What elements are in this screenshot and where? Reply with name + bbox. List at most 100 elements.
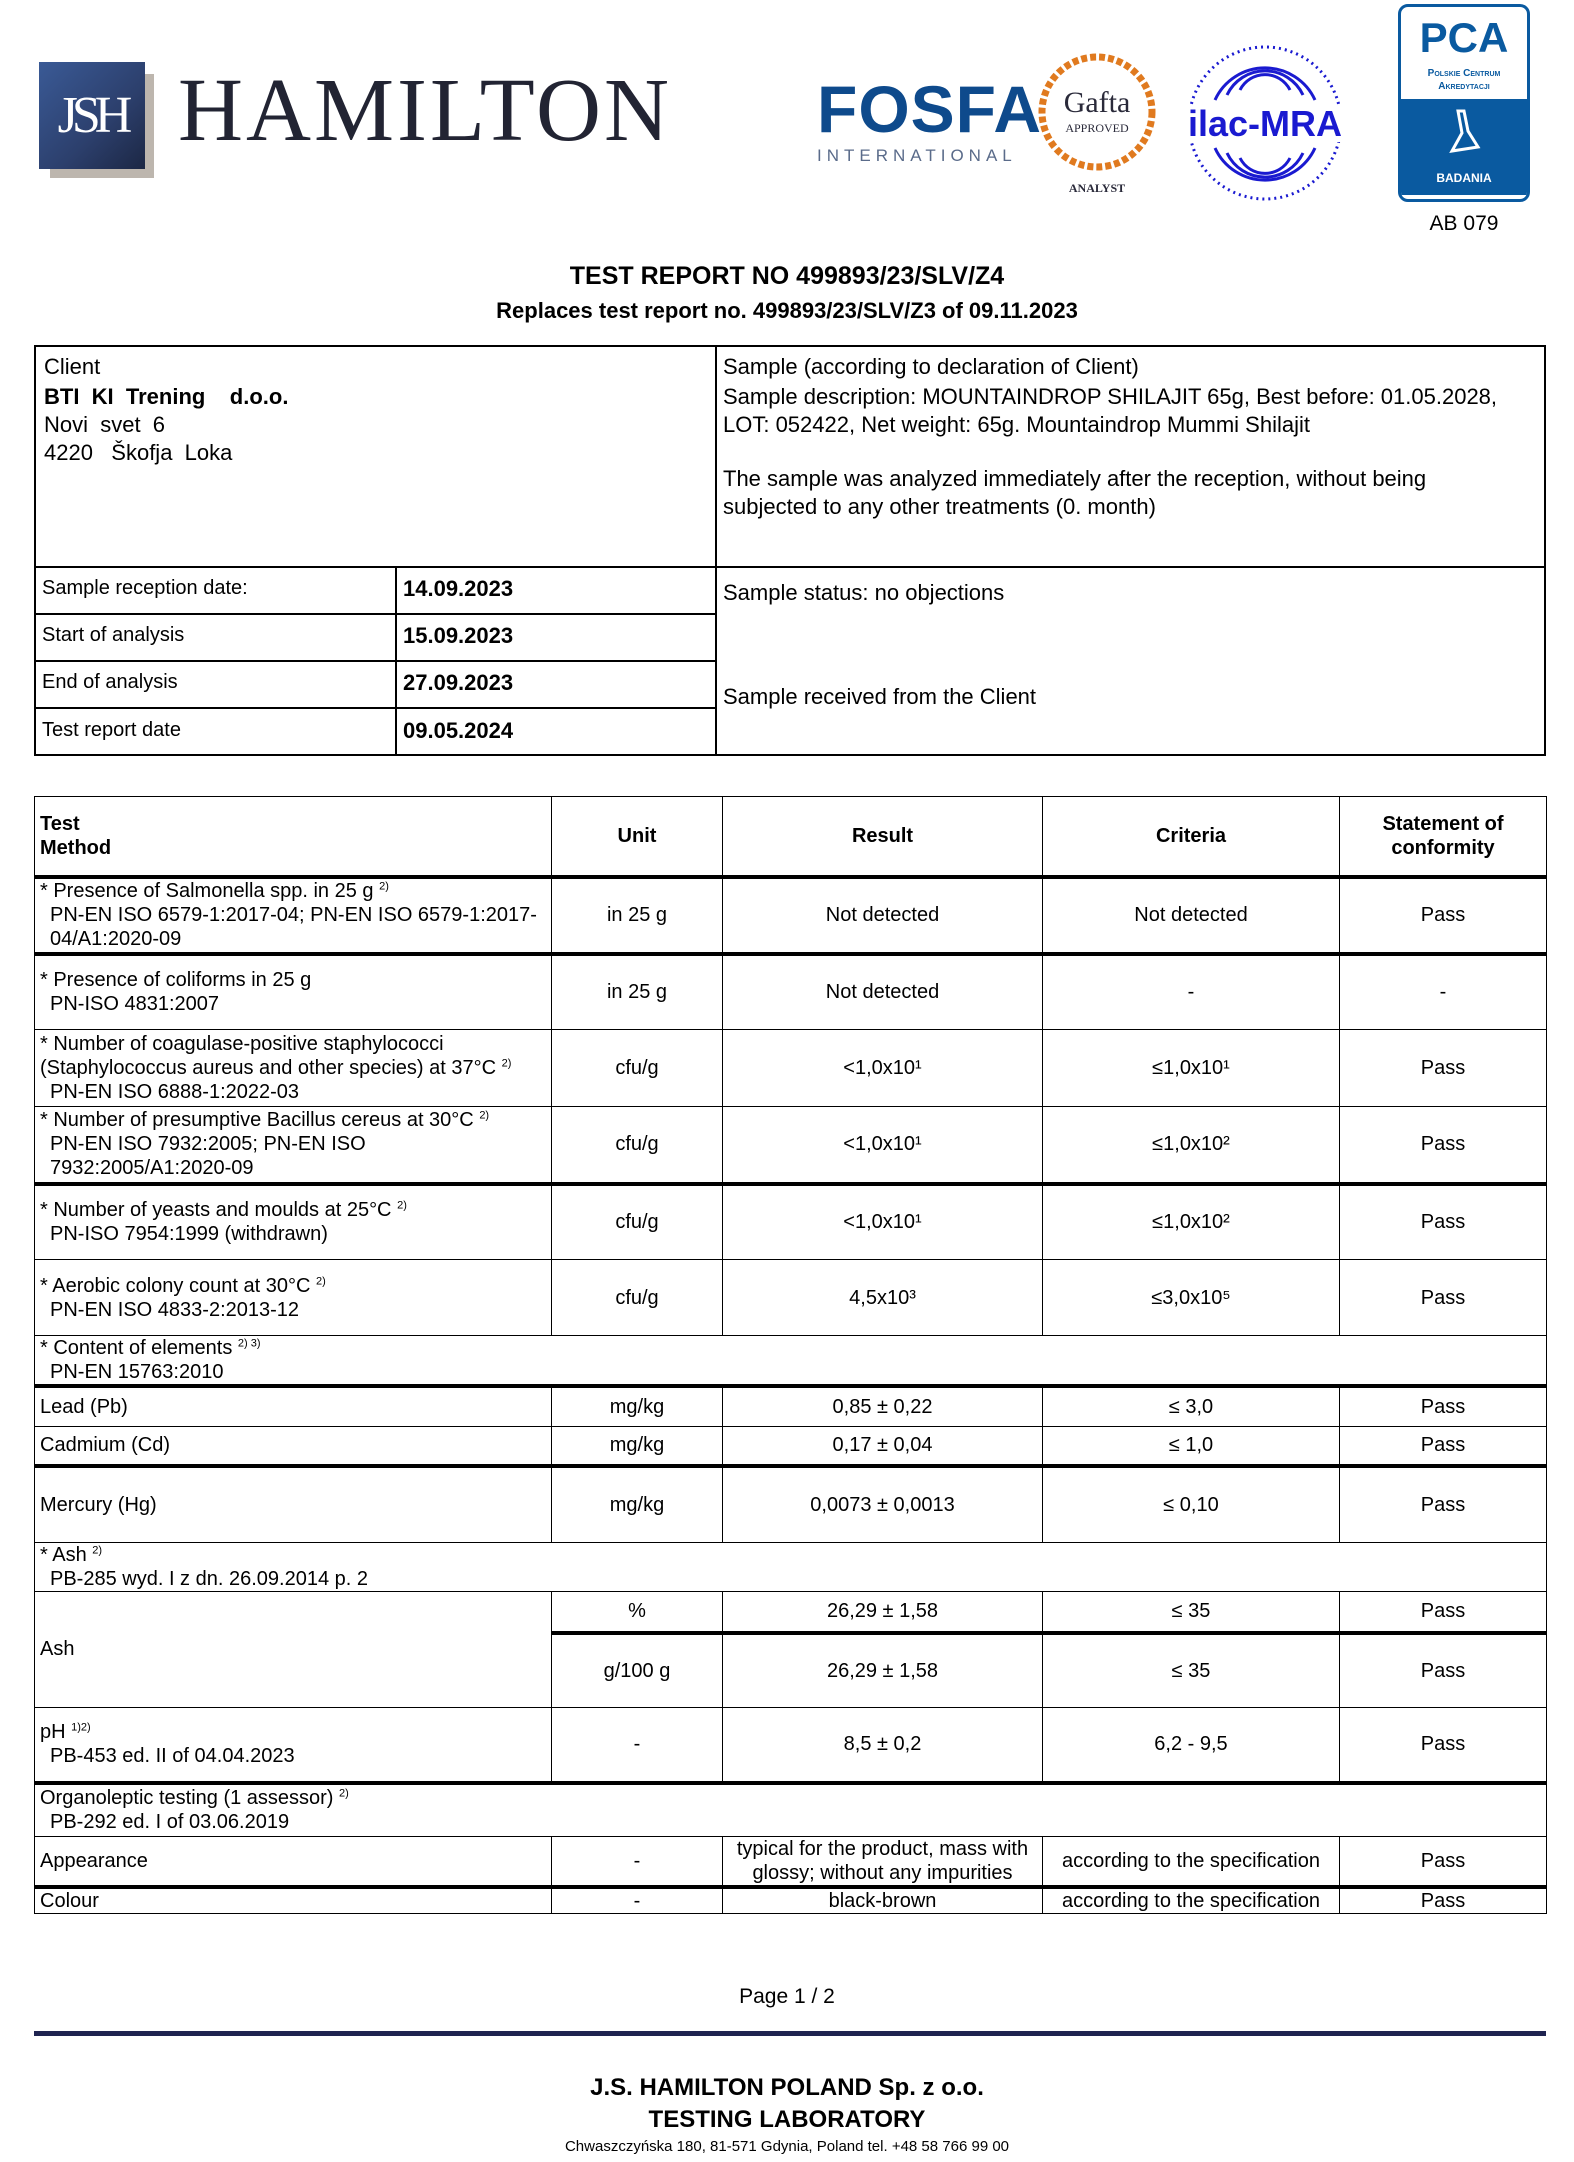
pca-label: BADANIA xyxy=(1436,171,1492,185)
header-result: Result xyxy=(722,796,1043,879)
unit-cell: mg/kg xyxy=(551,1425,723,1468)
test-method-cell: * Aerobic colony count at 30°C 2) PN-EN I… xyxy=(34,1259,552,1336)
table-row: g/100 g 26,29 ± 1,58 ≤ 35 Pass xyxy=(35,1632,1547,1708)
footnote-ref: 2) xyxy=(339,1787,349,1800)
table-row: Colour - black-brown according to the speci… xyxy=(34,1886,1547,1914)
conformity-cell: Pass xyxy=(1339,1029,1547,1107)
date-label: Sample reception date: xyxy=(42,577,248,599)
test-name: Mercury (Hg) xyxy=(34,1465,552,1543)
table-row: Lead (Pb) mg/kg 0,85 ± 0,22 ≤ 3,0 Pass xyxy=(34,1385,1547,1427)
footer-company: J.S. HAMILTON POLAND Sp. z o.o. xyxy=(590,2074,984,2101)
sample-heading: Sample (according to declaration of Clie… xyxy=(723,354,1139,379)
criteria-cell: ≤ 3,0 xyxy=(1042,1385,1340,1427)
test-method-cell: * Number of coagulase-positive staphyloc… xyxy=(34,1029,552,1107)
test-method-cell: * Number of presumptive Bacillus cereus … xyxy=(34,1106,552,1186)
test-method-cell: * Content of elements 2) 3) PN-EN 15763:2… xyxy=(34,1335,1547,1388)
client-street: Novi svet 6 xyxy=(44,412,166,437)
company-name: HAMILTON xyxy=(178,61,673,160)
gafta-sub: APPROVED xyxy=(1065,121,1129,135)
header-conformity: Statement of conformity xyxy=(1339,796,1547,879)
client-sample-box: Client BTI KI Trening d.o.o. Novi svet 6… xyxy=(34,345,1546,756)
conformity-cell: Pass xyxy=(1339,1183,1547,1260)
sample-description: Sample description: MOUNTAINDROP SHILAJI… xyxy=(723,384,1498,437)
test-name: * Number of yeasts and moulds at 25°C xyxy=(40,1199,392,1222)
client-city: 4220 Škofja Loka xyxy=(44,440,233,465)
footer-rule xyxy=(34,2031,1546,2036)
flask-icon xyxy=(1449,109,1481,153)
divider xyxy=(395,566,397,756)
unit-cell: cfu/g xyxy=(551,1259,723,1336)
criteria-cell: ≤ 35 xyxy=(1042,1590,1340,1635)
fosfa-sub: INTERNATIONAL xyxy=(817,146,1017,165)
footnote-ref: 2) 3) xyxy=(237,1337,261,1350)
result-cell: 0,85 ± 0,22 xyxy=(722,1385,1043,1427)
client-heading: Client xyxy=(44,354,101,379)
date-value: 09.05.2024 xyxy=(403,718,514,743)
unit-cell: cfu/g xyxy=(551,1029,723,1107)
unit-cell: g/100 g xyxy=(551,1632,723,1708)
conformity-cell: Pass xyxy=(1339,1886,1547,1914)
footnote-ref: 2) xyxy=(379,880,389,893)
test-method: PN-EN ISO 4833-2:2013-12 xyxy=(50,1298,300,1321)
pca-logo: PCA Polskie Centrum Akredytacji BADANIA xyxy=(1398,4,1530,202)
date-label: Start of analysis xyxy=(42,624,185,646)
result-cell: 8,5 ± 0,2 xyxy=(722,1706,1043,1785)
report-replaces: Replaces test report no. 499893/23/SLV/Z… xyxy=(496,298,1078,323)
date-label: End of analysis xyxy=(42,671,178,693)
footnote-ref: 2) xyxy=(92,1543,103,1556)
criteria-cell: according to the specification xyxy=(1042,1835,1340,1889)
test-name: Appearance xyxy=(34,1835,552,1889)
result-cell: Not detected xyxy=(722,876,1043,956)
criteria-cell: according to the specification xyxy=(1042,1886,1340,1914)
header-test-method: Test Method xyxy=(34,796,552,879)
divider xyxy=(36,613,716,615)
test-name: Cadmium (Cd) xyxy=(34,1425,552,1468)
date-value: 27.09.2023 xyxy=(403,670,514,695)
test-name: * Content of elements xyxy=(40,1337,233,1359)
table-row: * Aerobic colony count at 30°C 2) PN-EN I… xyxy=(34,1259,1547,1336)
result-cell: <1,0x10¹ xyxy=(722,1029,1043,1107)
fosfa-name: FOSFA xyxy=(817,72,1043,146)
jsh-logo: JSH xyxy=(39,62,145,169)
conformity-cell: Pass xyxy=(1339,1385,1547,1427)
table-header-row: Test Method Unit Result Criteria Statemen… xyxy=(34,796,1547,879)
test-method-cell: * Presence of Salmonella spp. in 25 g 2)… xyxy=(34,876,552,956)
results-table: Test Method Unit Result Criteria Statemen… xyxy=(34,796,1547,1914)
test-method: PB-292 ed. I of 03.06.2019 xyxy=(50,1811,290,1834)
test-method-cell: * Ash 2) PB-285 wyd. I z dn. 26.09.2014 p… xyxy=(34,1541,1547,1592)
footnote-ref: 2) xyxy=(501,1057,512,1070)
criteria-cell: ≤ 1,0 xyxy=(1042,1425,1340,1468)
test-method-cell: * Number of yeasts and moulds at 25°C 2)… xyxy=(34,1183,552,1260)
result-cell: 0,0073 ± 0,0013 xyxy=(722,1465,1043,1543)
result-cell: Not detected xyxy=(722,953,1043,1030)
pca-badge: BADANIA xyxy=(1401,99,1527,195)
page-number: Page 1 / 2 xyxy=(739,1985,835,2008)
test-method: PB-453 ed. II of 04.04.2023 xyxy=(50,1745,295,1768)
test-method-cell: Organoleptic testing (1 assessor) 2) PB-2… xyxy=(34,1782,1547,1837)
divider xyxy=(36,566,1544,568)
divider xyxy=(715,347,717,754)
result-cell: black-brown xyxy=(722,1886,1043,1914)
criteria-cell: - xyxy=(1042,953,1340,1030)
criteria-cell: ≤1,0x10¹ xyxy=(1042,1029,1340,1107)
test-method: PN-EN ISO 6579-1:2017-04; PN-EN ISO 6579… xyxy=(50,904,537,950)
footer-lab: TESTING LABORATORY xyxy=(648,2106,926,2133)
criteria-cell: ≤1,0x10² xyxy=(1042,1106,1340,1186)
conformity-cell: Pass xyxy=(1339,1259,1547,1336)
test-method-cell: * Presence of coliforms in 25 g PN-ISO 48… xyxy=(34,953,552,1030)
footnote-ref: 2) xyxy=(397,1199,407,1212)
table-row: * Number of yeasts and moulds at 25°C 2)… xyxy=(34,1183,1547,1260)
test-name: * Number of coagulase-positive staphyloc… xyxy=(40,1033,497,1079)
table-row: * Number of coagulase-positive staphyloc… xyxy=(34,1029,1547,1107)
footnote-ref: 2) xyxy=(479,1109,490,1122)
criteria-cell: Not detected xyxy=(1042,876,1340,956)
unit-cell: in 25 g xyxy=(551,953,723,1030)
group-row: Organoleptic testing (1 assessor) 2) PB-2… xyxy=(34,1782,1547,1837)
date-label: Test report date xyxy=(42,719,181,741)
unit-cell: cfu/g xyxy=(551,1183,723,1260)
result-cell: 0,17 ± 0,04 xyxy=(722,1425,1043,1468)
ilac-text: ilac-MRA xyxy=(1188,103,1342,144)
table-row: Mercury (Hg) mg/kg 0,0073 ± 0,0013 ≤ 0,10 Pa… xyxy=(34,1465,1547,1543)
group-row: * Content of elements 2) 3) PN-EN 15763:2… xyxy=(34,1335,1547,1388)
test-name: * Presence of coliforms in 25 g xyxy=(40,969,312,992)
